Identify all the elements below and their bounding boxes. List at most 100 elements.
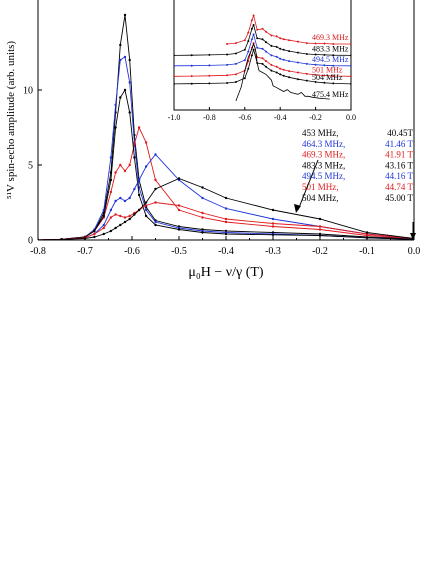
- inset-data-point: [305, 79, 308, 82]
- inset-data-point: [314, 81, 317, 83]
- inset-data-point: [250, 27, 253, 30]
- inset-data-point: [288, 76, 291, 79]
- inset-data-point: [288, 39, 291, 42]
- inset-data-point: [250, 38, 253, 41]
- main-ticks: -0.8 -0.7 -0.6 -0.5 -0.4 -0.3 -0.2 -0.1 0.0 0 5 10: [23, 86, 420, 258]
- data-point: [102, 214, 106, 218]
- legend-field: 41.46 T: [385, 139, 413, 149]
- data-point: [38, 238, 40, 240]
- inset-data-point: [323, 74, 326, 77]
- inset-data-point: [265, 30, 267, 33]
- inset-data-point: [270, 44, 273, 47]
- x-axis-label: μ₀H − ν/γ (T): [188, 265, 264, 280]
- inset-series: [174, 14, 351, 102]
- legend-field: 40.45T: [387, 128, 413, 138]
- legend-field: 41.91 T: [385, 150, 413, 160]
- x-tick-label: -0.3: [265, 246, 281, 257]
- inset-data-point: [275, 35, 278, 38]
- data-point: [109, 178, 113, 182]
- y-tick-label: 0: [28, 236, 33, 247]
- data-point: [271, 217, 275, 221]
- data-point: [144, 208, 148, 212]
- inset-data-point: [243, 59, 246, 62]
- inset-data-point: [350, 75, 351, 78]
- data-point: [128, 196, 131, 200]
- inset-data-point: [323, 81, 326, 84]
- inset-data-point: [350, 64, 351, 67]
- inset-data-point: [305, 42, 308, 45]
- data-point: [133, 156, 136, 159]
- inset-data-point: [174, 64, 175, 67]
- inset-series-label: 469.3 MHz: [312, 33, 349, 42]
- data-point: [144, 201, 148, 204]
- inset-data-point: [279, 57, 282, 60]
- data-point: [154, 220, 157, 224]
- data-point: [123, 220, 127, 224]
- inset-data-point: [296, 61, 299, 64]
- data-point: [154, 178, 157, 182]
- inset-data-point: [208, 74, 211, 77]
- data-point: [128, 163, 131, 167]
- data-point: [109, 156, 113, 159]
- data-point: [93, 232, 96, 236]
- data-point: [365, 236, 369, 239]
- data-point: [137, 193, 141, 197]
- x-tick-label: -0.2: [312, 246, 328, 257]
- data-point: [224, 207, 228, 210]
- inset-x-tick-label: -1.0: [168, 113, 181, 122]
- inset-data-point: [252, 24, 255, 26]
- data-point: [201, 196, 204, 200]
- inset-data-point: [332, 43, 335, 45]
- data-point: [137, 178, 141, 182]
- inset-data-point: [190, 64, 193, 67]
- inset-data-point: [265, 41, 267, 44]
- inset-data-point: [314, 53, 317, 56]
- data-point: [144, 204, 148, 207]
- inset-data-point: [252, 48, 255, 51]
- data-point: [93, 235, 96, 239]
- data-point: [133, 187, 136, 191]
- data-point: [133, 213, 136, 216]
- inset-data-point: [256, 37, 259, 40]
- arrow-to-curves-head: [294, 204, 301, 213]
- main-plot: -0.8 -0.7 -0.6 -0.5 -0.4 -0.3 -0.2 -0.1 0.0 0 5 10: [23, 0, 420, 257]
- inset-data-point: [261, 57, 264, 60]
- inset-data-point: [234, 52, 237, 55]
- data-point: [123, 169, 127, 173]
- inset-x-tick-label: -0.4: [274, 113, 287, 122]
- data-point: [114, 171, 117, 174]
- data-point: [224, 220, 228, 224]
- data-point: [318, 217, 322, 221]
- inset-data-point: [265, 60, 267, 63]
- data-point: [109, 216, 113, 219]
- data-point: [102, 226, 106, 230]
- inset-data-point: [265, 65, 267, 68]
- inset-data-point: [323, 64, 326, 67]
- inset-data-point: [350, 43, 351, 45]
- inset-data-point: [234, 62, 237, 65]
- data-point: [224, 196, 228, 200]
- inset-data-point: [305, 53, 308, 55]
- x-tick-label: -0.6: [124, 246, 140, 257]
- data-point: [201, 211, 204, 215]
- arrow-to-curves: [297, 159, 319, 211]
- legend-name: 494.5 MHz,: [302, 171, 345, 181]
- legend-field: 44.74 T: [385, 182, 413, 192]
- data-point: [224, 217, 228, 221]
- inset-data-point: [270, 54, 273, 57]
- legend-name: 469.3 MHz,: [302, 150, 345, 160]
- inset-data-point: [282, 38, 285, 41]
- series-line: [38, 88, 414, 240]
- inset-data-point: [305, 72, 308, 75]
- annotation-arrows: [294, 159, 416, 240]
- data-point: [154, 201, 157, 204]
- x-tick-label: 0.0: [408, 246, 421, 257]
- inset-data-point: [282, 74, 285, 77]
- inset-data-point: [226, 43, 229, 45]
- inset-data-point: [279, 37, 282, 40]
- data-point: [123, 88, 127, 92]
- inset-data-point: [305, 62, 308, 65]
- inset-data-point: [250, 54, 253, 57]
